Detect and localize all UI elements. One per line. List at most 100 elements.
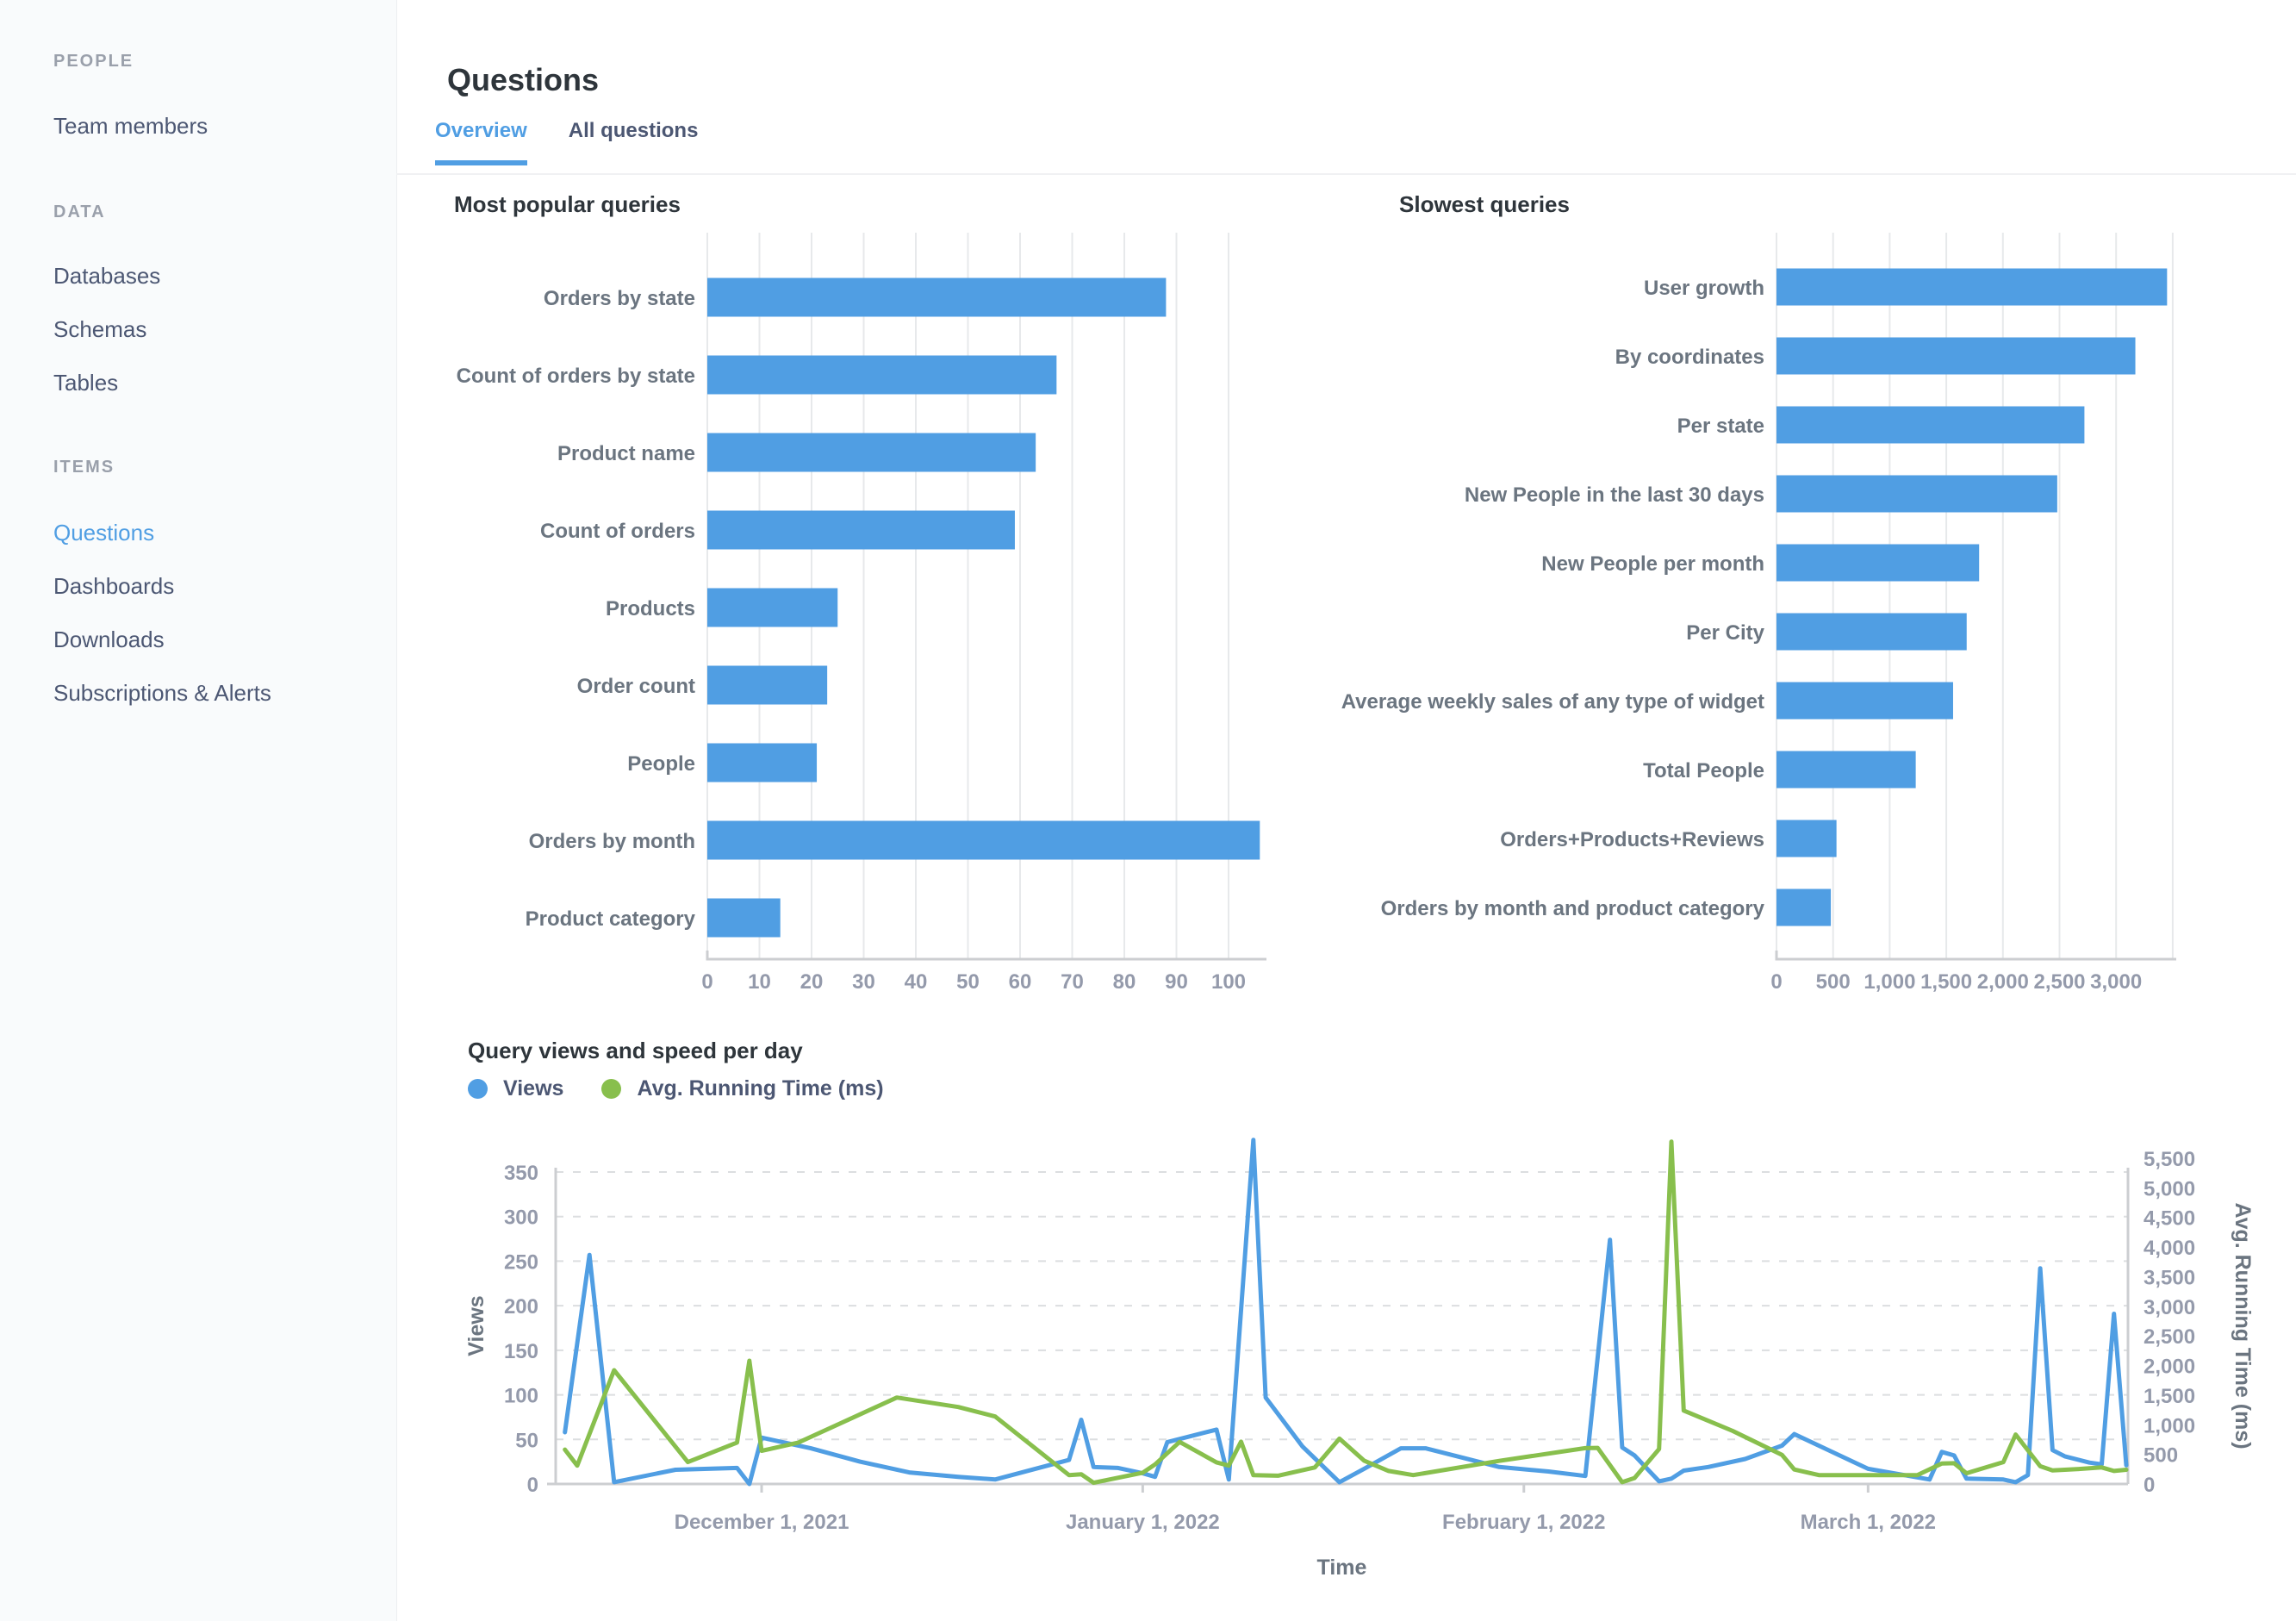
left-axis-tick: 300 (504, 1206, 538, 1230)
page-title: Questions (447, 62, 600, 98)
x-axis-tick: 100 (1211, 970, 1246, 994)
x-axis-line (1775, 951, 2176, 961)
x-axis-tick: 50 (956, 970, 980, 994)
views-legend-dot-icon (468, 1079, 488, 1099)
bar-order-count (707, 665, 828, 705)
x-axis-month-label: February 1, 2022 (1442, 1511, 1605, 1534)
sidebar-item-dashboards[interactable]: Dashboards (53, 573, 175, 599)
slowest-queries-bar-chart: User growth By coordinates Per state New Pe… (1341, 233, 2176, 994)
left-axis-tick: 150 (504, 1340, 538, 1363)
line-chart-legend: Views Avg. Running Time (ms) (468, 1076, 906, 1101)
bar-category-label: Per state (1677, 415, 1764, 438)
sidebar-section-items: ITEMS (53, 458, 115, 477)
x-axis-tick: 3,000 (2090, 970, 2142, 994)
bar-category-label: Total People (1643, 759, 1764, 782)
chart-title-slowest-queries: Slowest queries (1399, 191, 1570, 217)
right-axis-tick: 1,500 (2144, 1385, 2195, 1408)
tab-overview[interactable]: Overview (435, 119, 527, 165)
x-axis-tick: 1,500 (1920, 970, 1972, 994)
sidebar-item-downloads[interactable]: Downloads (53, 627, 165, 652)
sidebar-item-tables[interactable]: Tables (53, 370, 119, 396)
x-axis-tick: 2,000 (1977, 970, 2029, 994)
x-axis-tick: 70 (1061, 970, 1084, 994)
sidebar-section-people: PEOPLE (53, 52, 134, 71)
bar-orders-by-state (707, 277, 1167, 317)
x-axis-tick: 30 (852, 970, 875, 994)
x-axis-line (706, 951, 1266, 961)
right-axis-tick: 2,000 (2144, 1356, 2195, 1379)
bar-by-coordinates (1776, 337, 2136, 375)
x-axis-tick: 80 (1113, 970, 1136, 994)
right-axis-tick: 3,500 (2144, 1266, 2195, 1289)
running-time-legend-dot-icon (601, 1079, 622, 1099)
bar-category-label: Product category (526, 907, 696, 931)
left-axis-tick: 200 (504, 1295, 538, 1319)
sidebar-item-questions[interactable]: Questions (53, 520, 155, 546)
tabs-divider (396, 173, 2296, 175)
x-axis-month-label: January 1, 2022 (1066, 1511, 1220, 1534)
tab-bar: Overview All questions (435, 119, 698, 165)
right-axis-tick: 4,000 (2144, 1237, 2195, 1260)
bar-category-label: By coordinates (1615, 346, 1764, 369)
tab-all-questions[interactable]: All questions (568, 119, 699, 142)
right-axis-tick: 0 (2144, 1474, 2155, 1497)
bar-category-label: Products (606, 597, 695, 620)
right-axis-tick: 5,500 (2144, 1148, 2195, 1171)
bar-people (707, 743, 818, 782)
bar-category-label: Count of orders by state (457, 365, 695, 388)
right-axis-title: Avg. Running Time (ms) (2231, 1202, 2255, 1449)
chart-title-most-popular-queries: Most popular queries (454, 191, 681, 217)
sidebar-item-subscriptions-alerts[interactable]: Subscriptions & Alerts (53, 680, 271, 706)
chart-title-query-views-speed: Query views and speed per day (468, 1038, 803, 1063)
bar-category-label: Orders+Products+Reviews (1500, 828, 1764, 851)
bar-orders-products-reviews (1776, 820, 1837, 857)
bar-orders-by-month (707, 820, 1260, 860)
x-axis-month-label: December 1, 2021 (675, 1511, 849, 1534)
x-axis-tick: 40 (905, 970, 928, 994)
bar-count-of-orders-by-state (707, 355, 1057, 395)
x-axis-tick: 10 (748, 970, 771, 994)
left-axis-tick: 50 (515, 1429, 538, 1452)
bar-new-people-in-the-last-30-days (1776, 475, 2057, 513)
sidebar-section-data: DATA (53, 203, 106, 221)
x-axis-tick: 90 (1165, 970, 1188, 994)
bar-category-label: Average weekly sales of any type of widg… (1341, 690, 1764, 714)
bar-category-label: People (627, 752, 695, 776)
bar-category-label: Product name (557, 442, 695, 465)
x-axis-tick: 2,500 (2033, 970, 2085, 994)
bar-category-label: Orders by state (544, 287, 695, 310)
sidebar-item-team-members[interactable]: Team members (53, 113, 208, 139)
x-axis-tick: 0 (1770, 970, 1782, 994)
right-axis-tick: 2,500 (2144, 1325, 2195, 1349)
bar-orders-by-month-and-product-category (1776, 888, 1832, 926)
bar-new-people-per-month (1776, 544, 1980, 582)
admin-sidebar: PEOPLE Team members DATA Databases Schemas Ta… (0, 0, 397, 1621)
right-axis-tick: 3,000 (2144, 1296, 2195, 1319)
query-views-speed-line-chart: 0 50 100 150 200 250 300 350 Views 0 500 1,000 1,500… (464, 1138, 2255, 1580)
bar-category-label: New People in the last 30 days (1465, 483, 1764, 507)
sidebar-item-databases[interactable]: Databases (53, 263, 161, 289)
bar-category-label: Count of orders (540, 520, 695, 543)
left-axis-title: Views (464, 1295, 488, 1356)
bar-average-weekly-sales-of-any-type-of-widget (1776, 682, 1953, 720)
bar-category-label: Per City (1686, 621, 1764, 645)
left-axis-tick: 250 (504, 1250, 538, 1274)
right-axis-tick: 4,500 (2144, 1207, 2195, 1231)
right-axis-tick: 500 (2144, 1444, 2178, 1468)
bar-product-category (707, 898, 781, 938)
sidebar-item-schemas[interactable]: Schemas (53, 316, 147, 342)
views-legend-label: Views (503, 1076, 564, 1100)
left-axis-tick: 0 (527, 1474, 538, 1497)
left-axis-tick: 100 (504, 1385, 538, 1408)
x-axis-title: Time (1317, 1556, 1367, 1580)
bar-category-label: Orders by month and product category (1381, 897, 1765, 920)
bar-per-state (1776, 406, 2085, 444)
bar-product-name (707, 433, 1036, 472)
bar-category-label: New People per month (1541, 552, 1764, 576)
right-axis-tick: 1,000 (2144, 1414, 2195, 1437)
bar-count-of-orders (707, 510, 1015, 550)
most-popular-queries-bar-chart: Orders by state Count of orders by state P… (457, 233, 1266, 994)
line-series-avg-running-time-ms (563, 1139, 2129, 1486)
bar-products (707, 588, 838, 627)
